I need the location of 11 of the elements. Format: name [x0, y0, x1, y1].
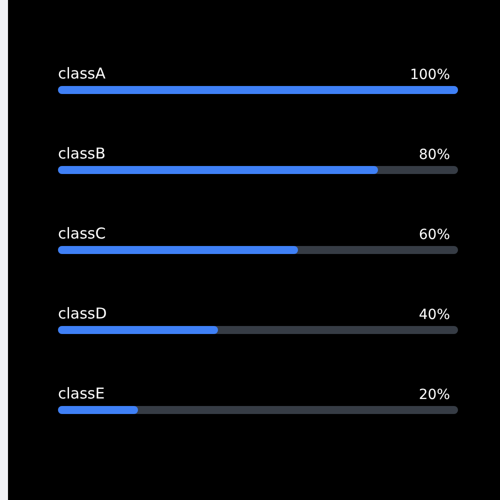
data-label: 60% [418, 227, 450, 243]
data-label: 20% [418, 387, 450, 403]
data-label: 80% [418, 147, 450, 163]
bar [58, 406, 138, 414]
y-tick-label: classD [58, 304, 107, 322]
data-label: 40% [418, 307, 450, 323]
y-tick-label: classB [58, 144, 106, 162]
data-label: 100% [410, 67, 450, 83]
y-tick-label: classA [58, 64, 106, 82]
y-tick-label: classC [58, 224, 106, 242]
y-tick-label: classE [58, 384, 105, 402]
